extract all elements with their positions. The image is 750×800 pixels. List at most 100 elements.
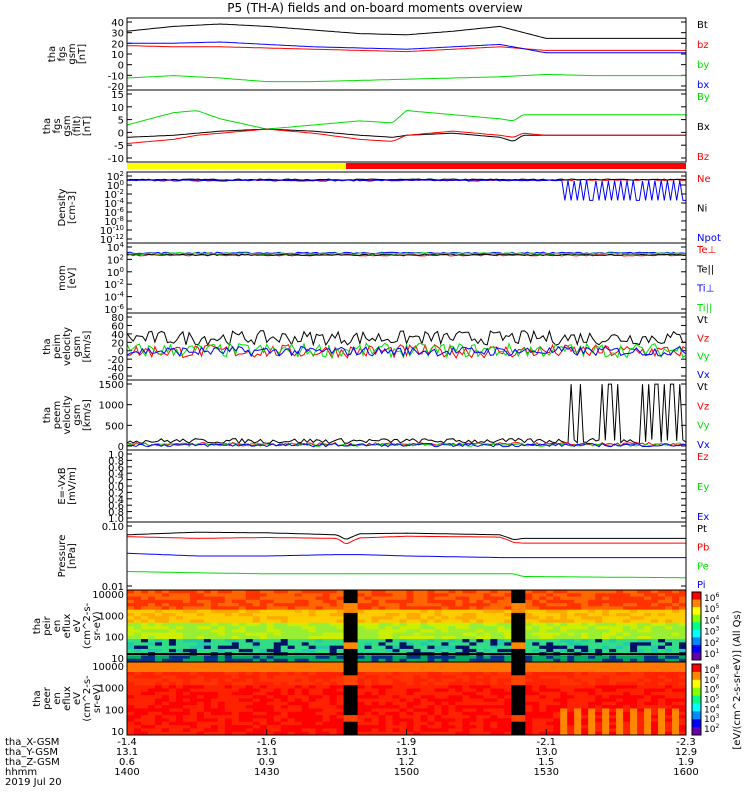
heatmap-cell — [273, 632, 282, 637]
heatmap-cell — [476, 715, 484, 719]
heatmap-cell — [588, 665, 596, 670]
heatmap-cell — [462, 678, 470, 683]
heatmap-cell — [203, 708, 212, 713]
heatmap-cell — [378, 606, 387, 611]
heatmap-cell — [182, 622, 191, 627]
heatmap-cell — [553, 681, 561, 686]
heatmap-cell — [462, 715, 470, 719]
heatmap-cell — [427, 725, 435, 729]
heatmap-cell — [182, 725, 191, 729]
heatmap-cell — [434, 685, 442, 690]
heatmap-cell — [469, 596, 477, 601]
heatmap-cell — [672, 626, 680, 630]
heatmap-cell — [287, 721, 296, 726]
heatmap-cell — [630, 648, 638, 653]
heatmap-cell — [560, 668, 568, 673]
heatmap-cell — [280, 639, 289, 643]
heatmap-cell — [581, 590, 589, 594]
heatmap-cell — [371, 606, 380, 611]
heatmap-cell — [210, 632, 219, 637]
heatmap-cell — [469, 606, 477, 611]
heatmap-cell — [476, 635, 484, 640]
heatmap-cell — [511, 629, 519, 634]
heatmap-cell — [539, 685, 547, 690]
heatmap-cell — [210, 695, 219, 699]
heatmap-cell — [413, 678, 421, 683]
legend-By: By — [697, 92, 710, 103]
heatmap-cell — [329, 721, 338, 726]
heatmap-cell — [518, 718, 526, 723]
heatmap-cell — [245, 648, 254, 653]
heatmap-cell — [280, 596, 289, 601]
heatmap-cell — [616, 705, 624, 709]
heatmap-cell — [217, 718, 226, 723]
heatmap-cell — [315, 705, 324, 709]
heatmap-cell — [469, 645, 477, 650]
heatmap-cell — [518, 632, 526, 637]
heatmap-cell — [595, 612, 603, 617]
heatmap-cell — [511, 596, 519, 601]
heatmap-cell — [259, 612, 268, 617]
heatmap-cell — [651, 685, 659, 690]
heatmap-cell — [483, 715, 491, 719]
heatmap-cell — [252, 715, 261, 719]
heatmap-cell — [483, 590, 491, 594]
heatmap-cell — [609, 645, 617, 650]
heatmap-cell — [504, 662, 512, 666]
heatmap-cell — [224, 639, 233, 643]
heatmap-cell — [560, 688, 568, 693]
heatmap-cell — [448, 725, 456, 729]
heatmap-cell — [441, 599, 449, 604]
heatmap-cell — [595, 635, 603, 640]
heatmap-cell — [217, 695, 226, 699]
heatmap-cell — [553, 718, 561, 723]
heatmap-cell — [203, 675, 212, 680]
heatmap-cell — [196, 731, 205, 736]
heatmap-cell — [672, 616, 680, 620]
heatmap-cell — [602, 619, 610, 624]
colorbar-top-tick: 101 — [704, 648, 719, 660]
heatmap-cell — [525, 626, 533, 630]
heatmap-cell — [385, 593, 394, 598]
heatmap-cell — [595, 691, 603, 696]
heatmap-cell — [420, 718, 428, 723]
heatmap-cell — [127, 599, 135, 604]
heatmap-cell — [630, 728, 638, 733]
heatmap-cell — [560, 616, 568, 620]
heatmap-cell — [364, 622, 373, 627]
heatmap-cell — [567, 662, 575, 666]
heatmap-cell — [616, 685, 624, 690]
ytick-label: 0.01 — [102, 582, 124, 593]
heatmap-cell — [420, 590, 428, 594]
heatmap-cell — [679, 609, 687, 614]
heatmap-cell — [127, 718, 135, 723]
colorbar-bottom-tick: 103 — [704, 713, 719, 725]
heatmap-cell — [427, 708, 435, 713]
heatmap-cell — [679, 645, 687, 650]
heatmap-cell — [238, 596, 247, 601]
heatmap-cell — [553, 665, 561, 670]
series-by — [126, 73, 686, 83]
heatmap-cell — [329, 648, 338, 653]
heatmap-cell — [588, 639, 596, 643]
heatmap-cell — [665, 599, 673, 604]
heatmap-cell — [371, 632, 380, 637]
heatmap-cell — [127, 603, 135, 607]
heatmap-cell — [651, 721, 659, 726]
heatmap-cell — [525, 632, 533, 637]
heatmap-cell — [644, 622, 652, 627]
heatmap-cell — [266, 629, 275, 634]
legend-Ez: Ez — [697, 452, 709, 463]
heatmap-cell — [210, 705, 219, 709]
heatmap-cell — [490, 671, 498, 676]
heatmap-cell — [441, 645, 449, 650]
heatmap-cell — [140, 721, 149, 726]
ylabel-line: (cm^2-s- — [82, 675, 93, 722]
heatmap-cell — [154, 619, 163, 624]
heatmap-cell — [231, 642, 240, 647]
heatmap-cell — [203, 655, 212, 660]
heatmap-cell — [294, 642, 303, 647]
heatmap-cell — [462, 681, 470, 686]
heatmap-cell — [574, 691, 582, 696]
heatmap-cell — [434, 711, 442, 716]
